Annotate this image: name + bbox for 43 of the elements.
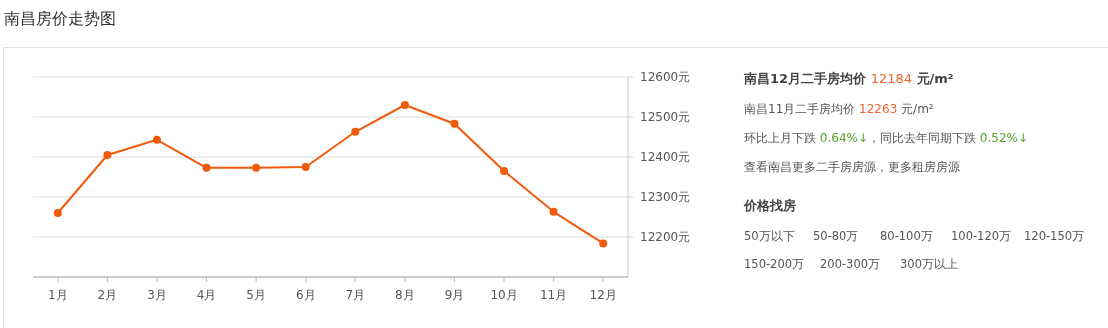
point	[252, 163, 261, 172]
text: 南昌12月二手房均价 12184 元/m²	[743, 71, 954, 86]
x-tick-label: 7月	[345, 288, 366, 302]
point	[103, 151, 112, 159]
x-tick-label: 10月	[490, 288, 518, 302]
y-tick-label: 12400元	[640, 150, 691, 164]
point	[152, 135, 161, 144]
x-tick-label: 2月	[97, 288, 118, 302]
point	[202, 163, 211, 172]
text: 查看南昌更多二手房房源，更多租房房源	[744, 160, 960, 174]
point	[301, 163, 310, 171]
text: 80-100万	[880, 229, 933, 243]
text: 价格找房	[743, 198, 796, 213]
x-tick-label: 3月	[147, 288, 167, 302]
text: 300万以上	[900, 257, 958, 271]
point	[400, 101, 409, 109]
text: 200-300万	[820, 257, 881, 271]
x-tick-label: 8月	[395, 288, 415, 302]
y-tick-label: 12500元	[640, 110, 691, 124]
x-tick-label: 6月	[295, 288, 316, 302]
chart-title: 南昌房价走势图	[4, 9, 116, 28]
text: 50万以下	[744, 229, 795, 243]
point	[599, 239, 608, 248]
y-tick-label: 12600元	[640, 70, 691, 84]
x-tick-label: 11月	[539, 288, 568, 302]
y-tick-label: 12200元	[640, 230, 691, 244]
x-tick-label: 4月	[196, 288, 217, 302]
point	[351, 127, 360, 136]
x-tick-label: 9月	[444, 288, 465, 302]
text: 120-150万	[1024, 229, 1085, 243]
point	[53, 209, 62, 217]
x-tick-label: 1月	[47, 288, 68, 302]
point	[450, 119, 459, 128]
x-tick-label: 12月	[589, 288, 617, 302]
text: 150-200万	[744, 257, 805, 271]
text: 南昌11月二手房均价 12263 元/m²	[744, 102, 934, 116]
point	[500, 167, 509, 175]
x-tick-label: 5月	[246, 288, 266, 302]
text: 环比上月下跌 0.64%↓，同比去年同期下跌 0.52%↓	[744, 131, 1029, 145]
text: 100-120万	[951, 229, 1012, 243]
text: 50-80万	[813, 229, 859, 243]
y-tick-label: 12300元	[640, 190, 691, 204]
point	[549, 207, 558, 216]
